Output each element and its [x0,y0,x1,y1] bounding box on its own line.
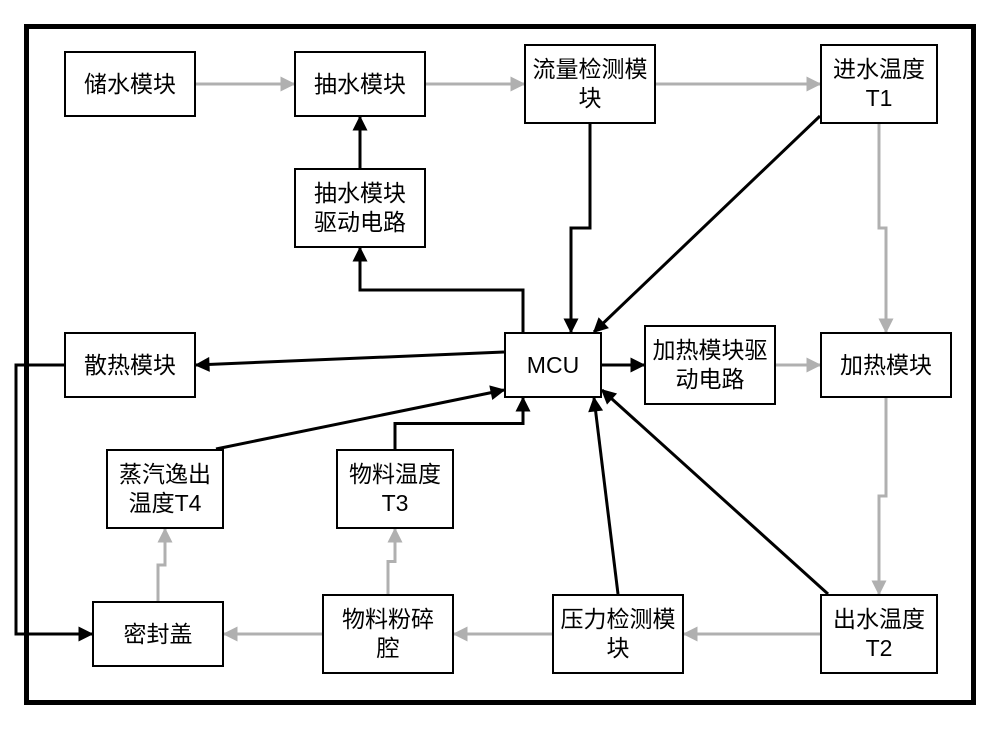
node-outlet-temp: 出水温度 T2 [820,594,938,674]
node-pump-driver: 抽水模块 驱动电路 [294,168,426,248]
node-seal-cover: 密封盖 [92,601,224,667]
node-material-temp: 物料温度 T3 [336,449,454,529]
node-label: 储水模块 [84,70,176,99]
diagram-canvas: 储水模块 抽水模块 流量检测模 块 进水温度 T1 抽水模块 驱动电路散热模块 MCU 加热… [0,0,1000,729]
node-label: 密封盖 [124,620,193,649]
node-pump: 抽水模块 [294,51,426,117]
node-pressure-detect: 压力检测模 块 [552,594,684,674]
node-heater-driver: 加热模块驱 动电路 [644,325,776,405]
node-label: MCU [527,351,579,380]
node-heater: 加热模块 [820,332,952,398]
node-mcu: MCU [504,332,602,398]
node-flow-detect: 流量检测模 块 [524,44,656,124]
node-label: 流量检测模 块 [533,55,648,113]
node-label: 物料粉碎 腔 [342,605,434,663]
node-label: 加热模块 [840,351,932,380]
node-steam-temp: 蒸汽逸出 温度T4 [106,449,224,529]
node-label: 进水温度 T1 [833,55,925,113]
node-label: 压力检测模 块 [561,605,676,663]
node-label: 物料温度 T3 [349,460,441,518]
node-heat-sink: 散热模块 [64,332,196,398]
node-label: 蒸汽逸出 温度T4 [119,460,211,518]
node-label: 出水温度 T2 [833,605,925,663]
node-label: 抽水模块 驱动电路 [314,179,406,237]
node-crush-chamber: 物料粉碎 腔 [322,594,454,674]
node-water-storage: 储水模块 [64,51,196,117]
node-label: 散热模块 [84,351,176,380]
node-inlet-temp: 进水温度 T1 [820,44,938,124]
node-label: 抽水模块 [314,70,406,99]
node-label: 加热模块驱 动电路 [653,336,768,394]
